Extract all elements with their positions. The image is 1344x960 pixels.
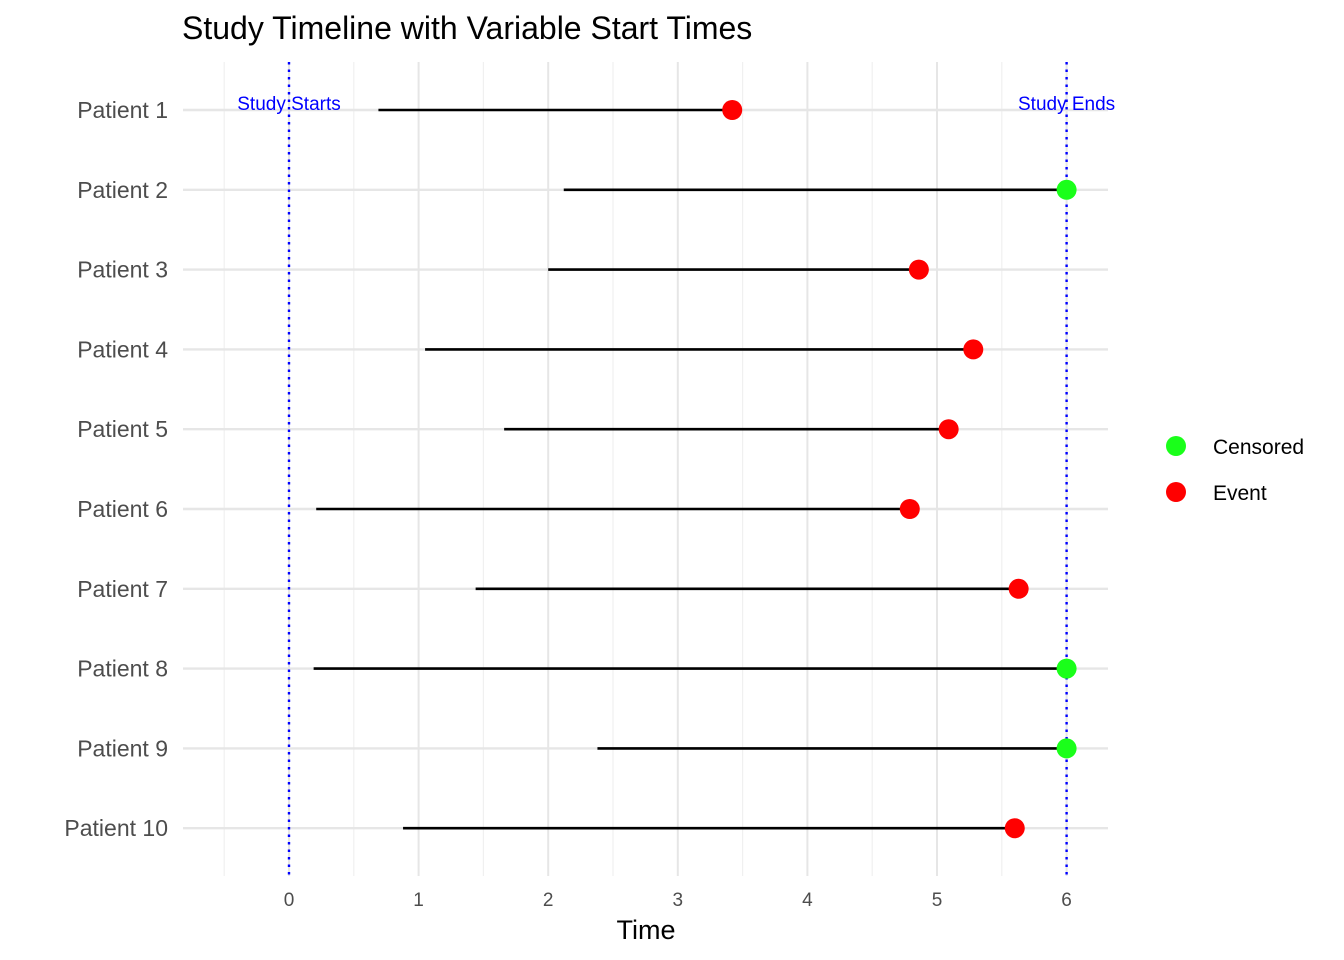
event-marker bbox=[963, 339, 984, 360]
event-marker bbox=[938, 419, 959, 440]
endpoint-markers bbox=[722, 100, 1077, 839]
censored-marker bbox=[1056, 179, 1077, 200]
legend-key-censored bbox=[1166, 436, 1186, 456]
y-axis-label: Patient 9 bbox=[77, 735, 168, 761]
censored-marker bbox=[1056, 738, 1077, 759]
x-axis-title: Time bbox=[617, 915, 676, 945]
minor-gridlines bbox=[223, 62, 1003, 876]
legend-key-event bbox=[1166, 482, 1186, 502]
y-axis-label: Patient 1 bbox=[77, 97, 168, 123]
study-ends-label: Study Ends bbox=[1018, 94, 1115, 115]
y-axis-label: Patient 6 bbox=[77, 496, 168, 522]
y-axis-label: Patient 4 bbox=[77, 336, 168, 362]
x-tick-label: 6 bbox=[1061, 890, 1072, 911]
study-starts-label: Study Starts bbox=[237, 94, 341, 115]
x-tick-label: 0 bbox=[284, 890, 295, 911]
chart-title: Study Timeline with Variable Start Times bbox=[182, 10, 752, 46]
legend-label: Event bbox=[1213, 482, 1267, 505]
x-tick-label: 2 bbox=[543, 890, 554, 911]
y-axis-label: Patient 2 bbox=[77, 177, 168, 203]
y-axis-label: Patient 7 bbox=[77, 576, 168, 602]
x-tick-label: 4 bbox=[802, 890, 813, 911]
y-axis-label: Patient 3 bbox=[77, 257, 168, 283]
major-gridlines bbox=[183, 62, 1108, 876]
censored-marker bbox=[1056, 658, 1077, 679]
legend: Censored Event bbox=[1166, 436, 1304, 505]
x-tick-label: 5 bbox=[932, 890, 943, 911]
legend-label: Censored bbox=[1213, 436, 1304, 459]
y-axis-label: Patient 10 bbox=[64, 815, 168, 841]
event-marker bbox=[722, 100, 743, 120]
y-axis-label: Patient 8 bbox=[77, 656, 168, 682]
event-marker bbox=[908, 259, 929, 280]
x-tick-label: 3 bbox=[673, 890, 684, 911]
x-tick-label: 1 bbox=[413, 890, 424, 911]
x-axis-tick-labels: 0 1 2 3 4 5 6 bbox=[284, 890, 1072, 911]
reference-lines: Study Starts Study Ends bbox=[237, 62, 1115, 876]
event-marker bbox=[1008, 578, 1029, 599]
event-marker bbox=[1004, 818, 1025, 839]
event-marker bbox=[899, 499, 920, 519]
patient-segments bbox=[313, 108, 1067, 830]
y-axis-label: Patient 5 bbox=[77, 416, 168, 442]
y-axis-labels: Patient 1 Patient 2 Patient 3 Patient 4 Pati… bbox=[64, 97, 168, 841]
